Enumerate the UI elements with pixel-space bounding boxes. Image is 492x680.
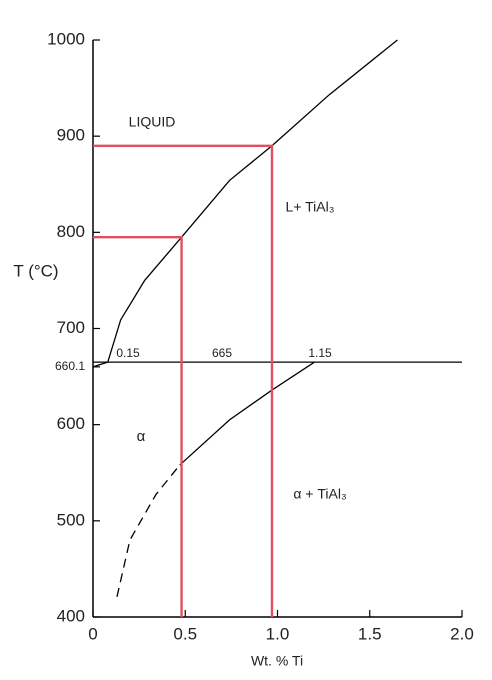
annotation: α	[137, 428, 146, 445]
y-tick-label: 1000	[47, 29, 85, 48]
x-tick-label: 1.5	[358, 624, 382, 643]
phase-line	[92, 39, 398, 368]
y-axis-label: T (°C)	[13, 261, 58, 280]
phase-line	[93, 235, 183, 617]
annotation: LIQUID	[129, 114, 176, 130]
phase-line	[179, 361, 315, 466]
y-tick-label: 600	[57, 414, 85, 433]
y-tick-label: 500	[57, 510, 85, 529]
x-tick-label: 0	[88, 624, 97, 643]
y-tick-label: 400	[57, 606, 85, 625]
y-tick-label: 660.1	[55, 359, 85, 373]
annotation: 0.15	[116, 346, 140, 360]
phase-line	[116, 464, 181, 597]
x-tick-label: 0.5	[173, 624, 197, 643]
annotation: 1.15	[308, 346, 332, 360]
x-tick-label: 2.0	[450, 624, 474, 643]
y-tick-label: 800	[57, 222, 85, 241]
x-axis-label: Wt. % Ti	[251, 653, 303, 669]
x-tick-label: 1.0	[266, 624, 290, 643]
annotation: 665	[212, 346, 232, 360]
phase-line	[93, 144, 274, 617]
annotation: α + TiAl₃	[293, 486, 346, 502]
y-tick-label: 700	[57, 318, 85, 337]
annotation: L+ TiAl₃	[286, 199, 335, 215]
y-tick-label: 900	[57, 126, 85, 145]
